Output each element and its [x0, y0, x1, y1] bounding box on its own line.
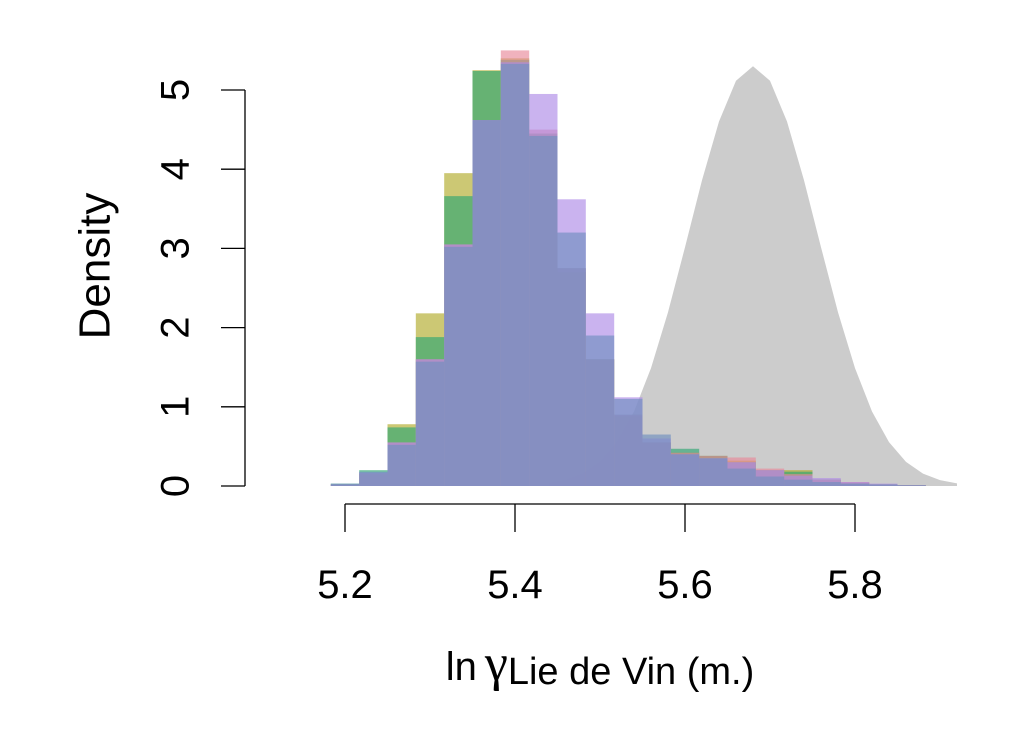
- histogram-bar: [699, 458, 728, 486]
- y-tick-label: 5: [154, 79, 198, 101]
- y-tick-label: 0: [154, 475, 198, 497]
- histogram-bar: [897, 485, 926, 486]
- x-axis-label-subscript: Lie de Vin (m.): [508, 651, 754, 693]
- histogram-bar: [614, 398, 643, 486]
- histogram-bar: [642, 434, 671, 486]
- x-tick-label: 5.2: [317, 563, 373, 607]
- histogram-bar: [727, 468, 756, 486]
- x-tick-label: 5.4: [487, 563, 543, 607]
- histogram-bar: [472, 120, 501, 486]
- plot-area: [330, 50, 957, 487]
- x-tick-label: 5.8: [827, 563, 883, 607]
- histogram-bar: [500, 63, 530, 486]
- histogram-bar: [755, 476, 785, 486]
- y-tick-label: 1: [154, 396, 198, 418]
- x-axis-label: ln γLie de Vin (m.): [446, 635, 755, 693]
- density-area: [549, 66, 957, 486]
- histogram-bar: [869, 484, 898, 486]
- histogram-bar: [359, 471, 388, 486]
- histogram-bar: [585, 335, 615, 486]
- y-axis-label: Density: [71, 193, 120, 340]
- histogram-bar: [670, 454, 700, 486]
- y-tick-label: 4: [154, 158, 198, 180]
- histogram-bar: [387, 444, 416, 486]
- x-axis-label-prefix: ln: [446, 645, 477, 689]
- histogram-bar: [784, 479, 813, 486]
- y-tick-label: 3: [154, 237, 198, 259]
- histogram-bar: [557, 232, 586, 486]
- histogram-bar: [812, 482, 841, 486]
- histogram-bar: [330, 483, 360, 486]
- x-axis-label-symbol: γ: [484, 635, 508, 692]
- x-tick-label: 5.6: [657, 563, 713, 607]
- histogram-bar: [840, 483, 870, 486]
- histogram-bar: [812, 478, 841, 486]
- y-tick-label: 2: [154, 316, 198, 338]
- histogram-bar: [415, 361, 445, 486]
- histogram-bar: [444, 246, 473, 486]
- histogram-bar: [529, 135, 558, 486]
